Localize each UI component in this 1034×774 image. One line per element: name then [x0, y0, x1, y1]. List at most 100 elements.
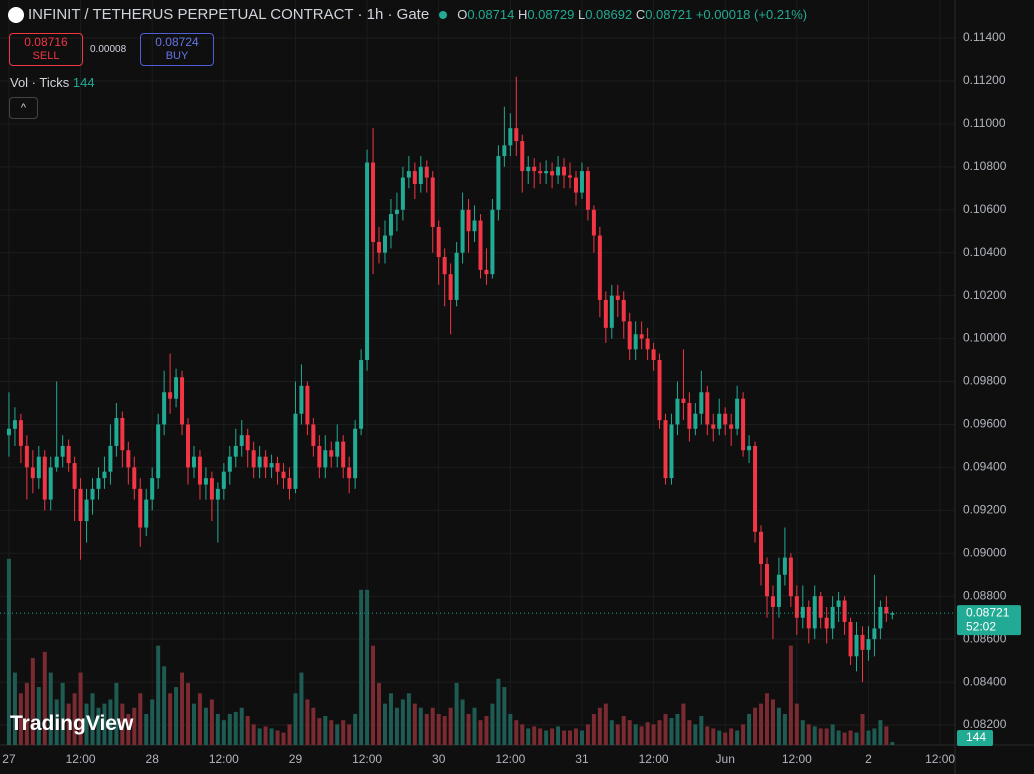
logo: TradingView	[10, 712, 134, 735]
volume-bar	[347, 724, 352, 745]
candle-body	[842, 600, 847, 622]
y-tick-label: 0.11400	[963, 30, 1006, 44]
y-tick-label: 0.08400	[963, 674, 1007, 688]
candle-body	[341, 441, 346, 468]
candle-body	[764, 564, 769, 597]
candle-body	[830, 606, 835, 629]
candle-body	[496, 156, 501, 210]
candle-body	[353, 428, 358, 479]
volume-bar	[866, 730, 871, 745]
candle-body	[359, 360, 364, 429]
volume-bar	[281, 732, 286, 745]
volume-bar	[770, 699, 775, 745]
volume-bar	[150, 699, 155, 745]
y-tick-label: 0.10400	[963, 245, 1007, 259]
candle-body	[639, 334, 644, 339]
o-label: O	[457, 7, 468, 22]
buy-button[interactable]: 0.08724 BUY	[140, 33, 214, 66]
volume-bar	[102, 703, 107, 745]
candle-body	[699, 392, 704, 414]
candle-body	[878, 606, 883, 629]
volume-bar	[812, 726, 817, 745]
candle-body	[168, 392, 173, 399]
volume-bar	[490, 703, 495, 745]
candle-body	[556, 166, 561, 176]
candle-body	[890, 613, 895, 615]
candle-body	[233, 445, 238, 457]
y-tick-label: 0.09200	[963, 503, 1007, 517]
candle-body	[400, 177, 405, 210]
candle-body	[442, 256, 447, 275]
volume-bar	[460, 699, 465, 745]
volume-bar	[884, 726, 889, 745]
candle-body	[132, 467, 137, 489]
x-tick-label: 12:00	[639, 752, 669, 766]
volume-bar	[78, 672, 83, 745]
candle-body	[550, 171, 555, 176]
candle-body	[544, 171, 549, 174]
candle-body	[251, 450, 256, 468]
volume-bar	[687, 720, 692, 745]
candle-body	[84, 499, 89, 522]
candle-body	[96, 478, 101, 489]
sell-button[interactable]: 0.08716 SELL	[9, 33, 83, 66]
volume-bar	[764, 693, 769, 745]
candle-body	[36, 456, 41, 479]
volume-bar	[532, 726, 537, 745]
volume-bar	[496, 678, 501, 745]
volume-bar	[424, 713, 429, 745]
volume-bar	[90, 693, 95, 745]
candle-body	[633, 334, 638, 350]
candle-body	[377, 241, 382, 253]
candle-body	[48, 467, 53, 500]
collapse-button[interactable]: ^	[9, 97, 38, 119]
candle-body	[329, 450, 334, 457]
symbol-icon	[8, 6, 24, 23]
volume-bar	[848, 730, 853, 745]
y-tick-label: 0.11000	[963, 116, 1006, 130]
candle-body	[723, 413, 728, 425]
volume-bar	[329, 720, 334, 745]
y-tick-label: 0.10600	[963, 202, 1007, 216]
symbol[interactable]: INFINIT / TETHERUS PERPETUAL CONTRACT · …	[28, 6, 430, 23]
volume-bar	[353, 713, 358, 745]
candle-body	[72, 463, 77, 489]
candle-body	[335, 441, 340, 457]
candle-body	[60, 445, 65, 457]
volume-bar	[597, 707, 602, 745]
volume-bar	[359, 589, 364, 745]
volume-bar	[860, 713, 865, 745]
volume-label-box	[957, 730, 993, 746]
volume-bar	[484, 716, 489, 745]
candle-body	[532, 166, 537, 172]
candle-body	[568, 175, 573, 178]
volume-bar	[741, 724, 746, 745]
candle-body	[180, 377, 185, 425]
candle-body	[197, 456, 202, 485]
volume-bar	[759, 703, 764, 745]
h-label: H	[517, 7, 528, 22]
candle-body	[770, 596, 775, 607]
candle-body	[603, 299, 608, 328]
candle-body	[669, 424, 674, 479]
volume-bar	[293, 693, 298, 745]
price-label-box	[957, 605, 1021, 636]
candle-body	[454, 252, 459, 300]
volume-bar	[663, 713, 668, 745]
volume-bar	[365, 589, 370, 745]
volume-bar	[466, 713, 471, 745]
volume-bar	[478, 720, 483, 745]
candle-body	[382, 235, 387, 253]
candle-body	[263, 456, 268, 468]
volume-bar	[454, 682, 459, 745]
volume-bar	[550, 728, 555, 745]
candle-body	[782, 557, 787, 575]
candle-body	[705, 392, 710, 425]
buy-label: BUY	[165, 50, 189, 62]
countdown: 52:02	[966, 619, 996, 633]
candle-body	[514, 128, 519, 142]
volume-bar	[191, 703, 196, 745]
candle-body	[735, 398, 740, 429]
